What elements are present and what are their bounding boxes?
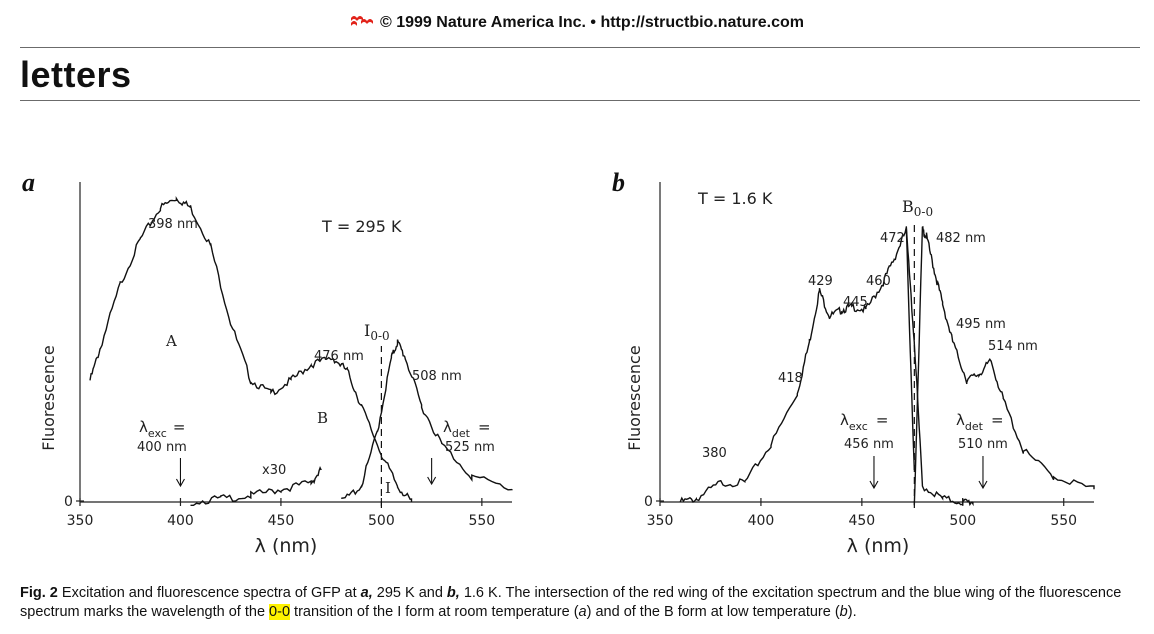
x-tick-label: 500 bbox=[368, 513, 395, 529]
spectrum-line-2 bbox=[905, 226, 974, 507]
panel-b-letter: b bbox=[612, 168, 625, 197]
x-tick-label: 400 bbox=[748, 513, 775, 529]
panel-b-temp: T = 1.6 K bbox=[697, 189, 773, 208]
panel-b-zero: 0 bbox=[644, 494, 653, 510]
caption-text-6: ). bbox=[847, 604, 857, 620]
arrow-head-icon bbox=[427, 476, 437, 486]
panel-b-peak-482: 482 nm bbox=[936, 231, 986, 246]
caption-ref-b: b bbox=[839, 604, 848, 620]
panel-b-peak-380: 380 bbox=[702, 446, 727, 461]
figure-caption: Fig. 2 Excitation and fluorescence spect… bbox=[20, 584, 1144, 622]
section-title: letters bbox=[20, 54, 132, 95]
panel-b-peak-514: 514 nm bbox=[988, 339, 1038, 354]
panel-a-label-i: I bbox=[385, 479, 391, 497]
panel-b-peak-460: 460 bbox=[866, 274, 891, 289]
arrow-head-icon bbox=[175, 478, 185, 488]
caption-panel-b-ref: b, bbox=[446, 585, 460, 601]
panel-b-axes: 350 400 450 500 550 bbox=[647, 182, 1094, 529]
copyright-header: © 1999 Nature America Inc. • http://stru… bbox=[0, 14, 1154, 32]
spectrum-line-0 bbox=[89, 195, 413, 502]
arrow-head-icon bbox=[869, 480, 879, 490]
x-tick-label: 350 bbox=[647, 513, 674, 529]
panel-b-det-label: λdet = bbox=[956, 411, 1004, 433]
panel-a-det-value: 525 nm bbox=[445, 440, 495, 455]
x-tick-label: 400 bbox=[167, 513, 194, 529]
panel-a-series bbox=[89, 195, 513, 508]
spectrum-line-1 bbox=[190, 465, 322, 506]
panel-a-label-a: A bbox=[165, 332, 177, 350]
caption-text-1: Excitation and fluorescence spectra of G… bbox=[57, 585, 361, 601]
panel-b-peak-472: 472 bbox=[880, 231, 905, 246]
panel-a-letter: a bbox=[22, 168, 35, 197]
caption-highlight: 0-0 bbox=[269, 604, 291, 620]
chart-panel-a: 350 400 450 500 550 Fluorescence λ (nm) 0 T … bbox=[39, 182, 513, 557]
x-tick-label: 350 bbox=[67, 513, 94, 529]
panel-a-exc-value: 400 nm bbox=[137, 440, 187, 455]
panel-b-xlabel: λ (nm) bbox=[847, 535, 910, 557]
panel-a-peak-508: 508 nm bbox=[412, 369, 462, 384]
panel-a-io-label: I0-0 bbox=[364, 321, 390, 343]
caption-text-4: transition of the I form at room tempera… bbox=[290, 604, 579, 620]
section-rule bbox=[20, 100, 1140, 101]
chart-panel-b: 350 400 450 500 550 Fluorescence λ (nm) 0 T … bbox=[625, 182, 1095, 557]
panel-b-exc-label: λexc = bbox=[840, 411, 888, 433]
caption-panel-a-ref: a, bbox=[360, 585, 373, 601]
panel-a-xlabel: λ (nm) bbox=[255, 535, 318, 557]
panel-b-peak-418: 418 bbox=[778, 371, 803, 386]
x-tick-label: 550 bbox=[468, 513, 495, 529]
panel-b-peak-429: 429 bbox=[808, 274, 833, 289]
spectrum-line-2 bbox=[341, 339, 513, 499]
panel-b-bo-label: B0-0 bbox=[902, 197, 933, 219]
x-tick-label: 550 bbox=[1050, 513, 1077, 529]
spectrum-line-1 bbox=[913, 225, 1095, 506]
nature-logo-icon bbox=[350, 16, 373, 26]
caption-text-2: 295 K and bbox=[372, 585, 447, 601]
panel-a-zero: 0 bbox=[64, 494, 73, 510]
spectrum-line-0 bbox=[679, 227, 915, 504]
panel-a-peak-476: 476 nm bbox=[314, 349, 364, 364]
panel-b-series bbox=[679, 220, 1095, 508]
x-tick-label: 450 bbox=[268, 513, 295, 529]
caption-text-5: ) and of the B form at low temperature ( bbox=[586, 604, 840, 620]
panel-a-peak-398: 398 nm bbox=[148, 217, 198, 232]
panel-a-ylabel: Fluorescence bbox=[39, 345, 58, 450]
panel-a-temp: T = 295 K bbox=[321, 217, 402, 236]
x-tick-label: 450 bbox=[848, 513, 875, 529]
arrow-head-icon bbox=[978, 480, 988, 490]
panel-a-label-x30: x30 bbox=[262, 463, 286, 478]
caption-text-3: 1.6 K. The intersection of the red wing … bbox=[20, 585, 1122, 620]
caption-ref-a: a bbox=[578, 604, 587, 620]
panel-a-label-b: B bbox=[317, 409, 328, 427]
panel-a-det-label: λdet = bbox=[443, 418, 491, 440]
caption-figure-label: Fig. 2 bbox=[20, 585, 58, 601]
panel-b-exc-value: 456 nm bbox=[844, 437, 894, 452]
panel-b-peak-445: 445 bbox=[843, 295, 868, 310]
panel-b-ylabel: Fluorescence bbox=[625, 345, 644, 450]
copyright-text: © 1999 Nature America Inc. • http://stru… bbox=[379, 14, 804, 31]
panel-b-det-value: 510 nm bbox=[958, 437, 1008, 452]
header-rule bbox=[20, 47, 1140, 48]
panel-a-exc-label: λexc = bbox=[139, 418, 185, 440]
panel-b-peak-495: 495 nm bbox=[956, 317, 1006, 332]
panel-a-axes: 350 400 450 500 550 bbox=[67, 182, 512, 529]
x-tick-label: 500 bbox=[949, 513, 976, 529]
